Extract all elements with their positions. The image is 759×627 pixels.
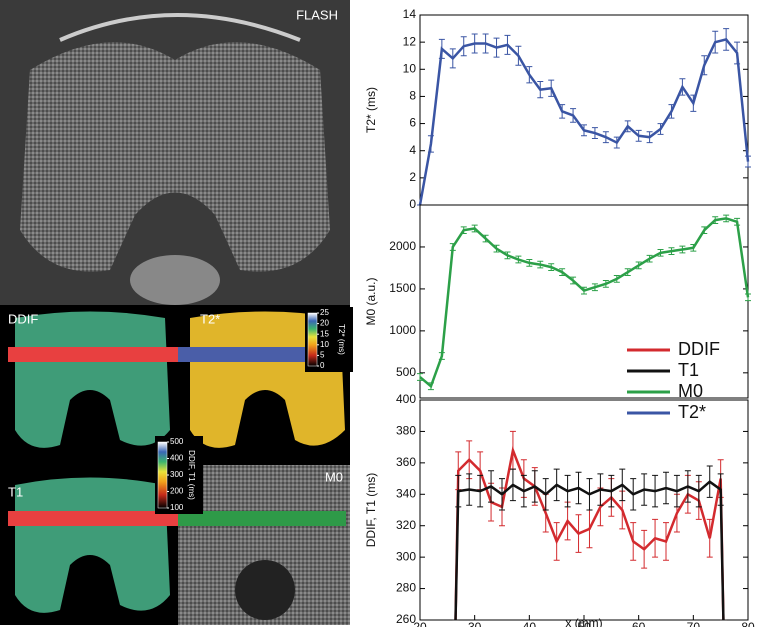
y-axis-label: DDIF, T1 (ms) — [364, 473, 378, 547]
charts: 0 2 4 6 8 10 12 14 T2* (ms) 500 1000 1500 2000 M0 (a.… — [364, 7, 755, 627]
x-tick-label: 70 — [687, 620, 701, 627]
colorbar-tick-label: 500 — [170, 437, 184, 446]
image-label: FLASH — [296, 7, 338, 22]
data-line — [454, 445, 725, 621]
x-tick-label: 40 — [523, 620, 537, 627]
colorbar-label: DDIF, T1 (ms) — [187, 450, 196, 500]
y-tick-label: 12 — [403, 34, 417, 48]
colorbar-tick-label: 20 — [320, 319, 329, 328]
legend-label: DDIF — [678, 339, 720, 359]
x-tick-label: 80 — [741, 620, 755, 627]
y-tick-label: 14 — [403, 7, 417, 21]
y-tick-label: 1500 — [389, 281, 416, 295]
colorbar-tick-label: 300 — [170, 470, 184, 479]
colorbar-tick-label: 400 — [170, 454, 184, 463]
image-label: M0 — [325, 469, 343, 484]
legend-label: T1 — [678, 360, 699, 380]
plot-frame — [419, 14, 749, 206]
y-tick-label: 6 — [409, 116, 416, 130]
colorbar-tick-label: 10 — [320, 340, 329, 349]
colorbar-label: T2* (ms) — [337, 324, 346, 355]
colorbar — [307, 312, 318, 367]
x-tick-label: 50 — [577, 620, 591, 627]
image-label: T1 — [8, 484, 23, 499]
y-tick-label: 380 — [396, 424, 416, 438]
colorbar-tick-label: 0 — [320, 361, 325, 370]
y-tick-label: 10 — [403, 61, 417, 75]
y-tick-label: 500 — [396, 365, 416, 379]
y-tick-label: 360 — [396, 455, 416, 469]
y-tick-label: 2 — [409, 170, 416, 184]
flash-image: FLASH — [0, 0, 350, 305]
colorbar-tick-label: 200 — [170, 487, 184, 496]
image-label: DDIF — [8, 311, 38, 326]
image-label: T2* — [200, 311, 220, 326]
x-tick-label: 60 — [632, 620, 646, 627]
x-axis-label: x (mm) — [565, 616, 602, 627]
y-tick-label: 0 — [409, 197, 416, 211]
y-tick-label: 4 — [409, 143, 416, 157]
y-tick-label: 2000 — [389, 239, 416, 253]
y-tick-label: 400 — [396, 392, 416, 406]
legend-label: T2* — [678, 402, 706, 422]
y-tick-label: 260 — [396, 612, 416, 626]
error-bar — [417, 373, 423, 381]
y-tick-label: 320 — [396, 518, 416, 532]
data-line — [418, 38, 750, 206]
legend-label: M0 — [678, 381, 703, 401]
y-axis-label: T2* (ms) — [364, 87, 378, 133]
y-tick-label: 8 — [409, 89, 416, 103]
colorbar — [157, 441, 168, 509]
x-tick-label: 30 — [468, 620, 482, 627]
colorbar-tick-label: 25 — [320, 308, 329, 317]
y-axis-label: M0 (a.u.) — [364, 277, 378, 325]
plot-frame — [419, 204, 749, 399]
colorbar-tick-label: 15 — [320, 329, 329, 338]
y-tick-label: 280 — [396, 581, 416, 595]
colorbar-tick-label: 100 — [170, 503, 184, 512]
x-tick-label: 20 — [413, 620, 427, 627]
data-line — [419, 217, 750, 389]
y-tick-label: 300 — [396, 549, 416, 563]
colorbar-tick-label: 5 — [320, 351, 325, 360]
data-line — [454, 480, 725, 621]
y-tick-label: 340 — [396, 486, 416, 500]
y-tick-label: 1000 — [389, 323, 416, 337]
